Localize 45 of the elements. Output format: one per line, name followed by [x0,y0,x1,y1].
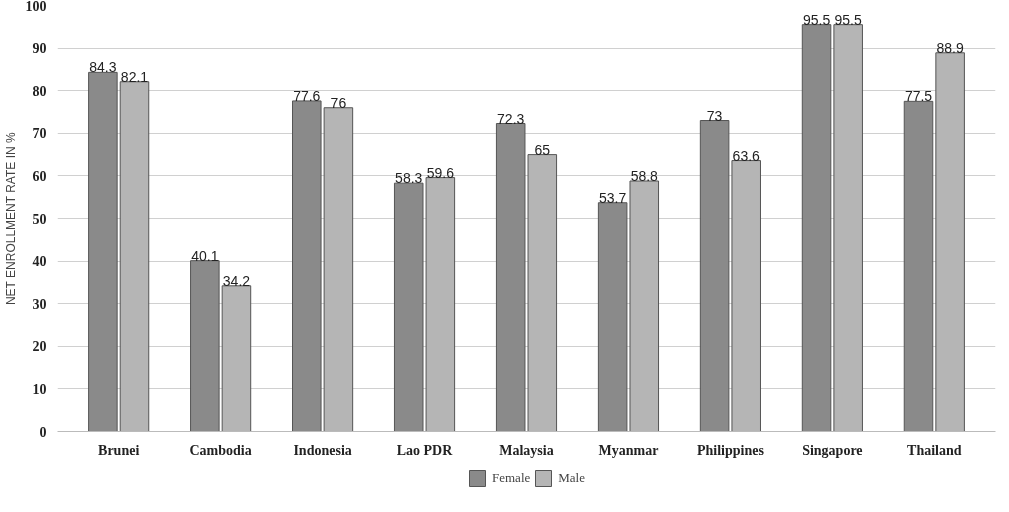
bar [801,24,832,432]
data-label: 63.6 [732,147,761,164]
data-label: 88.9 [936,39,964,56]
x-tick-label: Philippines [696,442,765,458]
x-tick-label: Indonesia [293,442,352,458]
data-label: 95.5 [802,11,831,28]
data-label: 34.2 [222,272,251,289]
x-tick-label: Singapore [802,442,863,458]
data-label: 76 [330,94,347,111]
bar [903,100,934,432]
data-label: 84.3 [89,59,117,76]
y-tick-label: 70 [32,126,47,142]
data-label: 82.1 [120,68,149,85]
y-tick-label: 30 [32,296,47,312]
data-label: 58.8 [630,168,659,185]
data-label: 40.1 [191,247,219,264]
legend-label: Male [558,470,585,486]
y-tick-label: 90 [32,41,47,57]
data-label: 72.3 [497,110,525,127]
data-label: 59.6 [426,164,455,181]
data-label: 65 [534,141,551,158]
y-tick-label: 10 [32,381,47,397]
bar [88,71,118,432]
legend-label: Female [492,470,531,486]
y-tick-label: 20 [32,339,47,355]
data-label: 53.7 [599,189,627,206]
x-tick-label: Lao PDR [396,442,454,458]
y-axis-title: NET ENROLLMENT RATE IN % [3,132,18,306]
y-tick-label: 100 [25,0,47,14]
x-tick-label: Myanmar [598,442,659,458]
y-tick-label: 80 [32,83,47,99]
x-tick-label: Malaysia [499,442,554,458]
data-label: 58.3 [395,170,423,187]
y-tick-label: 50 [32,211,47,227]
x-tick-label: Thailand [907,442,962,458]
data-label: 73 [706,107,723,124]
bar [190,260,220,432]
data-label: 77.6 [293,87,321,104]
y-tick-label: 0 [39,424,47,440]
y-tick-label: 60 [32,168,47,184]
y-tick-label: 40 [32,254,47,270]
data-label: 77.5 [904,88,933,105]
data-label: 95.5 [834,11,863,28]
x-tick-label: Brunei [98,442,140,458]
x-tick-label: Cambodia [189,442,252,458]
